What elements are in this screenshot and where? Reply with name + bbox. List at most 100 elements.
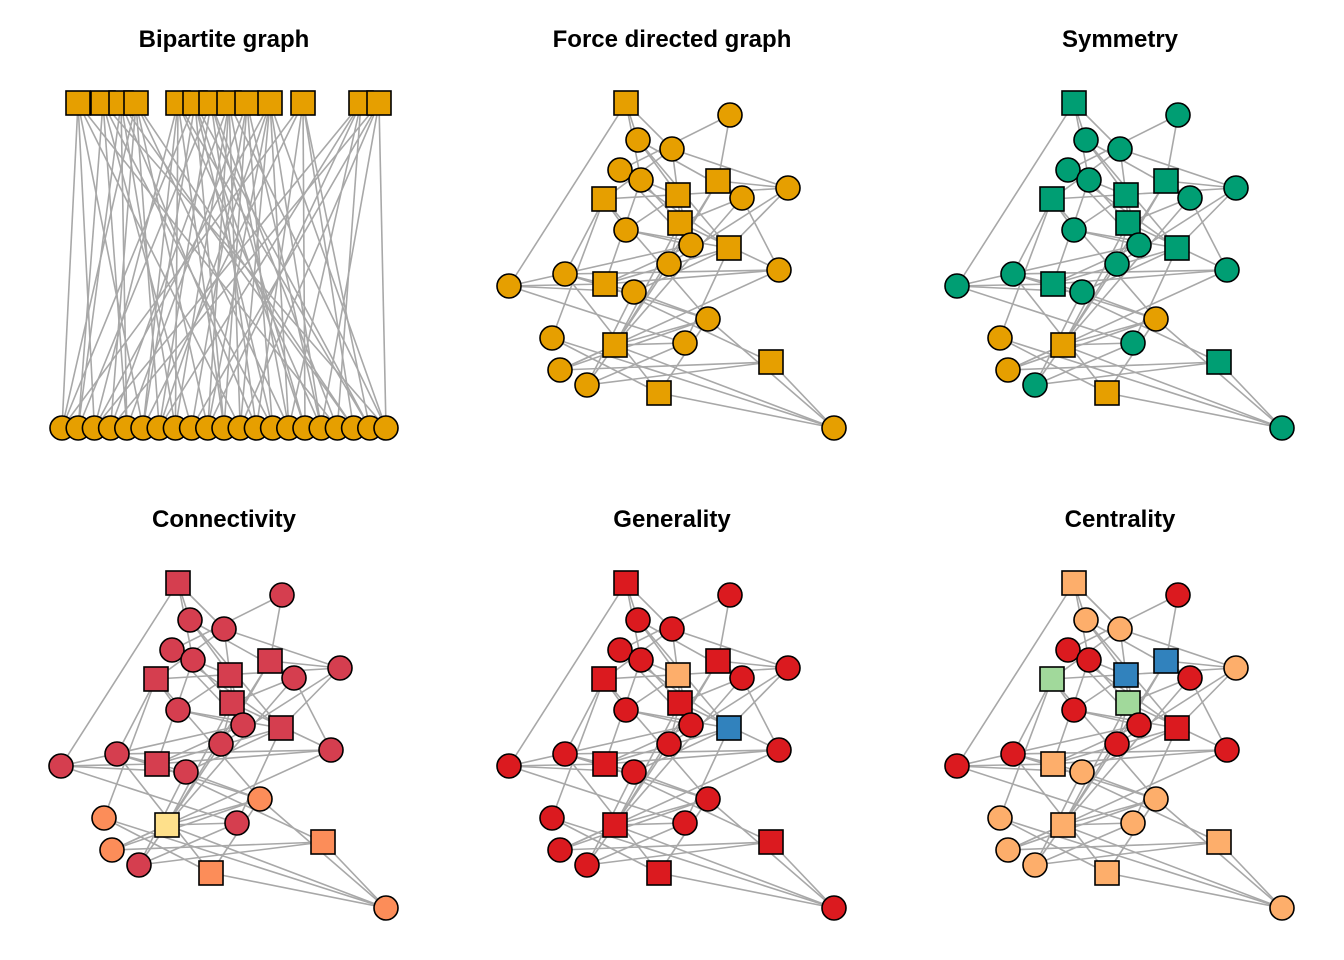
bipartite-edge-9-11 bbox=[239, 102, 380, 429]
node-circle-C11 bbox=[1000, 261, 1026, 287]
node-circle-C1 bbox=[717, 582, 743, 608]
node-circle-C19 bbox=[574, 852, 600, 878]
node-circle-C5 bbox=[1076, 647, 1102, 673]
node-square-S6 bbox=[268, 715, 294, 741]
node-circle-C18 bbox=[547, 357, 573, 383]
node-square-S9 bbox=[758, 349, 784, 375]
edge-C20-S10 bbox=[658, 392, 835, 429]
bipartite-edge-12-9 bbox=[207, 102, 271, 429]
node-circle-C9 bbox=[1126, 712, 1152, 738]
bipartite-edge-5-20 bbox=[228, 102, 387, 429]
edge-C7-S4 bbox=[155, 667, 341, 680]
node-square-S1 bbox=[613, 90, 639, 116]
bipartite-top-node-2 bbox=[123, 90, 149, 116]
bipartite-edge-6-4 bbox=[126, 102, 248, 429]
edge-C9-C13 bbox=[956, 724, 1140, 767]
node-circle-C10 bbox=[656, 251, 682, 277]
node-circle-C12 bbox=[766, 257, 792, 283]
node-circle-C9 bbox=[1126, 232, 1152, 258]
edge-S7-C13 bbox=[60, 763, 158, 767]
node-square-S10 bbox=[646, 380, 672, 406]
bipartite-edge-9-16 bbox=[320, 102, 380, 429]
node-square-S10 bbox=[1094, 380, 1120, 406]
node-square-S8 bbox=[1050, 812, 1076, 838]
node-circle-C3 bbox=[1107, 616, 1133, 642]
edge-C20-S10 bbox=[1106, 872, 1283, 909]
bipartite-edge-9-3 bbox=[109, 102, 380, 429]
edge-C9-S7 bbox=[604, 244, 692, 285]
node-circle-C17 bbox=[1120, 810, 1146, 836]
edge-C17-C19 bbox=[586, 342, 686, 386]
node-circle-C7 bbox=[1223, 175, 1249, 201]
node-circle-C6 bbox=[1177, 185, 1203, 211]
node-square-S2 bbox=[705, 168, 731, 194]
edge-S6-C14 bbox=[185, 727, 282, 773]
edge-C18-S9 bbox=[1007, 361, 1220, 371]
edge-C18-S9 bbox=[1007, 841, 1220, 851]
node-circle-C12 bbox=[1214, 257, 1240, 283]
node-square-S4 bbox=[591, 186, 617, 212]
edge-S1-C13 bbox=[508, 102, 627, 287]
node-square-S7 bbox=[144, 751, 170, 777]
bipartite-edge-7-15 bbox=[302, 102, 306, 429]
node-circle-C10 bbox=[208, 731, 234, 757]
node-circle-C13 bbox=[944, 273, 970, 299]
bipartite-edge-7-19 bbox=[302, 102, 371, 429]
node-circle-C3 bbox=[659, 136, 685, 162]
edge-C15-S8 bbox=[614, 318, 709, 346]
bipartite-edge-4-17 bbox=[210, 102, 339, 429]
bipartite-edge-11-13 bbox=[194, 102, 274, 429]
force-directed-graph-panel bbox=[496, 90, 847, 441]
bipartite-edge-10-1 bbox=[77, 102, 122, 429]
bipartite-edge-5-9 bbox=[207, 102, 230, 429]
node-square-S5 bbox=[667, 210, 693, 236]
edge-S6-C14 bbox=[1081, 727, 1178, 773]
edge-S4-C16 bbox=[999, 678, 1053, 819]
node-circle-C16 bbox=[987, 805, 1013, 831]
node-square-S3 bbox=[217, 662, 243, 688]
bipartite-edge-12-11 bbox=[239, 102, 271, 429]
node-circle-C11 bbox=[104, 741, 130, 767]
edge-S7-C13 bbox=[508, 763, 606, 767]
node-square-S3 bbox=[1113, 182, 1139, 208]
node-circle-C15 bbox=[1143, 306, 1169, 332]
edge-C9-S7 bbox=[604, 724, 692, 765]
edge-C14-C15 bbox=[633, 291, 709, 320]
edge-C17-C19 bbox=[1034, 822, 1134, 866]
node-circle-C10 bbox=[1104, 731, 1130, 757]
edge-C17-C19 bbox=[138, 822, 238, 866]
bipartite-edge-0-11 bbox=[77, 102, 241, 429]
edge-S7-C13 bbox=[956, 283, 1054, 287]
node-circle-C14 bbox=[1069, 759, 1095, 785]
node-circle-C16 bbox=[539, 325, 565, 351]
node-square-S7 bbox=[1040, 751, 1066, 777]
node-circle-C18 bbox=[99, 837, 125, 863]
node-circle-C2 bbox=[1073, 127, 1099, 153]
node-square-S10 bbox=[646, 860, 672, 886]
bipartite-edge-1-1 bbox=[77, 102, 104, 429]
edge-C20-S10 bbox=[210, 872, 387, 909]
edge-C8-S6 bbox=[625, 229, 730, 249]
node-circle-C1 bbox=[717, 102, 743, 128]
node-circle-C14 bbox=[621, 759, 647, 785]
node-circle-C18 bbox=[995, 357, 1021, 383]
edge-C19-S9 bbox=[1034, 841, 1220, 866]
node-circle-C12 bbox=[766, 737, 792, 763]
node-circle-C15 bbox=[695, 786, 721, 812]
bipartite-edge-10-4 bbox=[120, 102, 128, 429]
node-circle-C13 bbox=[496, 273, 522, 299]
node-circle-C1 bbox=[1165, 582, 1191, 608]
node-circle-C7 bbox=[775, 655, 801, 681]
node-square-S6 bbox=[1164, 235, 1190, 261]
node-circle-C20 bbox=[1269, 895, 1295, 921]
node-square-S2 bbox=[257, 648, 283, 674]
bipartite-edge-3-7 bbox=[174, 102, 179, 429]
edge-C6-C12 bbox=[741, 197, 780, 271]
node-circle-C3 bbox=[659, 616, 685, 642]
edge-C10-S8 bbox=[1062, 263, 1118, 346]
node-circle-C13 bbox=[944, 753, 970, 779]
bipartite-edge-11-19 bbox=[194, 102, 371, 429]
bipartite-edge-10-7 bbox=[120, 102, 177, 429]
node-circle-C6 bbox=[281, 665, 307, 691]
